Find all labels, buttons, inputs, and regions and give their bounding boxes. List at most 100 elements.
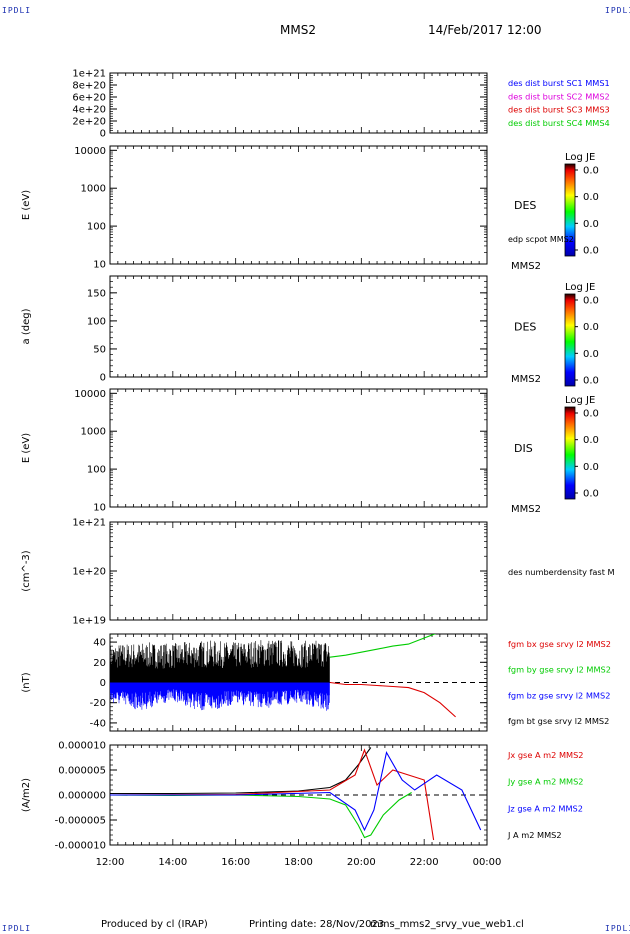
colorbar-tick-label: 0.0: [583, 435, 599, 446]
x-tick-label: 20:00: [347, 857, 376, 868]
y-tick-label: -0.000010: [55, 841, 106, 852]
panel-frame: [109, 72, 488, 134]
y-tick-label: 1000: [81, 184, 106, 195]
footer-produced-by: Produced by cl (IRAP): [101, 919, 208, 930]
y-tick-label: 0: [100, 129, 106, 140]
colorbar-tick-label: 0.0: [583, 489, 599, 500]
y-tick-label: 10: [93, 260, 106, 271]
x-tick-label: 16:00: [221, 857, 250, 868]
overlay-label: edp scpot MMS2: [508, 235, 574, 244]
y-tick-label: 0: [100, 373, 106, 384]
y-tick-label: 10: [93, 503, 106, 514]
y-tick-label: 100: [87, 465, 106, 476]
panel-label: DIS: [514, 442, 533, 455]
y-tick-label: 1000: [81, 427, 106, 438]
x-tick-label: 14:00: [158, 857, 187, 868]
colorbar-title: Log JE: [565, 152, 595, 163]
footer-printing-date: Printing date: 28/Nov/2023: [249, 919, 385, 930]
corner-mark-top-right: IPDLI: [605, 6, 630, 15]
panel-frame: [109, 145, 488, 265]
x-tick-label: 18:00: [284, 857, 313, 868]
colorbar: [564, 406, 576, 500]
x-tick-label: 12:00: [96, 857, 125, 868]
y-tick-label: 50: [93, 344, 106, 355]
colorbar-title: Log JE: [565, 282, 595, 293]
panel-label: DES: [514, 321, 536, 334]
legend-entry: fgm bx gse srvy l2 MMS2: [508, 639, 611, 649]
y-axis-label: (cm^-3): [21, 550, 32, 591]
panel-5: [109, 521, 488, 621]
colorbar-tick-label: 0.0: [583, 166, 599, 177]
legend-entry: des dist burst SC2 MMS2: [508, 91, 610, 101]
corner-mark-top-left: IPDLI: [2, 6, 32, 15]
panel-2: [109, 145, 578, 265]
y-tick-label: 0.000000: [58, 791, 106, 802]
footer-product: mms_mms2_srvy_vue_web1.cl: [370, 919, 524, 930]
series-line: [329, 634, 437, 658]
header-datetime: 14/Feb/2017 12:00: [428, 23, 542, 37]
series-line: [110, 682, 330, 711]
legend-entry: fgm bz gse srvy l2 MMS2: [508, 690, 610, 700]
series-group: [110, 747, 482, 841]
header-spacecraft: MMS2: [280, 23, 316, 37]
series-group: [110, 634, 456, 718]
corner-mark-bottom-left: IPDLI: [2, 924, 32, 933]
series-line: [110, 640, 330, 683]
series-line: [110, 747, 372, 795]
colorbar-tick-label: 0.0: [583, 192, 599, 203]
legend-entry: des dist burst SC1 MMS1: [508, 78, 610, 88]
y-tick-label: 8e+20: [72, 81, 106, 92]
panel-label: DES: [514, 199, 536, 212]
spacecraft-label: MMS2: [511, 261, 541, 272]
panel-frame: [109, 275, 488, 378]
corner-mark-bottom-right: IPDLI: [605, 924, 630, 933]
colorbar-tick-label: 0.0: [583, 322, 599, 333]
x-tick-label: 22:00: [410, 857, 439, 868]
spacecraft-label: MMS2: [511, 374, 541, 385]
colorbar-tick-label: 0.0: [583, 462, 599, 473]
panel-7: [109, 744, 488, 846]
series-line: [110, 792, 412, 839]
x-tick-label: 00:00: [473, 857, 502, 868]
y-tick-label: 0.000010: [58, 741, 106, 752]
y-tick-label: -20: [90, 698, 106, 709]
y-tick-label: 6e+20: [72, 93, 106, 104]
y-tick-label: 1e+19: [72, 616, 106, 627]
panel-3: [109, 275, 578, 387]
y-axis-label: (nT): [21, 672, 32, 692]
y-tick-label: 100: [87, 222, 106, 233]
y-tick-label: 1e+21: [72, 69, 106, 80]
y-tick-label: 40: [93, 638, 106, 649]
colorbar-tick-label: 0.0: [583, 376, 599, 387]
y-tick-label: -40: [90, 718, 106, 729]
y-tick-label: -0.000005: [55, 816, 106, 827]
y-tick-label: 150: [87, 288, 106, 299]
spacecraft-label: MMS2: [511, 504, 541, 515]
panel-6: [109, 633, 488, 732]
y-tick-label: 4e+20: [72, 105, 106, 116]
legend-entry: des dist burst SC3 MMS3: [508, 105, 610, 115]
colorbar: [564, 163, 576, 257]
legend-entry: fgm by gse srvy l2 MMS2: [508, 665, 611, 675]
panel-4: [109, 388, 578, 508]
series-line: [110, 748, 435, 841]
legend-entry: J A m2 MMS2: [507, 830, 562, 840]
panel-frame: [109, 521, 488, 621]
y-tick-label: 100: [87, 316, 106, 327]
legend-entry: des dist burst SC4 MMS4: [508, 118, 610, 128]
panel-frame: [109, 388, 488, 508]
legend-entry: Jz gse A m2 MMS2: [507, 803, 583, 813]
colorbar-tick-label: 0.0: [583, 296, 599, 307]
y-axis-label: (A/m2): [21, 778, 32, 812]
y-tick-label: 10000: [74, 389, 106, 400]
y-tick-label: 1e+20: [72, 567, 106, 578]
y-tick-label: 20: [93, 658, 106, 669]
y-tick-label: 0: [100, 678, 106, 689]
y-axis-label: E (eV): [21, 190, 32, 220]
panel-1: [109, 72, 488, 134]
series-line: [110, 750, 482, 832]
legend-entry: fgm bt gse srvy l2 MMS2: [508, 716, 609, 726]
y-axis-label: a (deg): [21, 308, 32, 344]
colorbar-tick-label: 0.0: [583, 219, 599, 230]
